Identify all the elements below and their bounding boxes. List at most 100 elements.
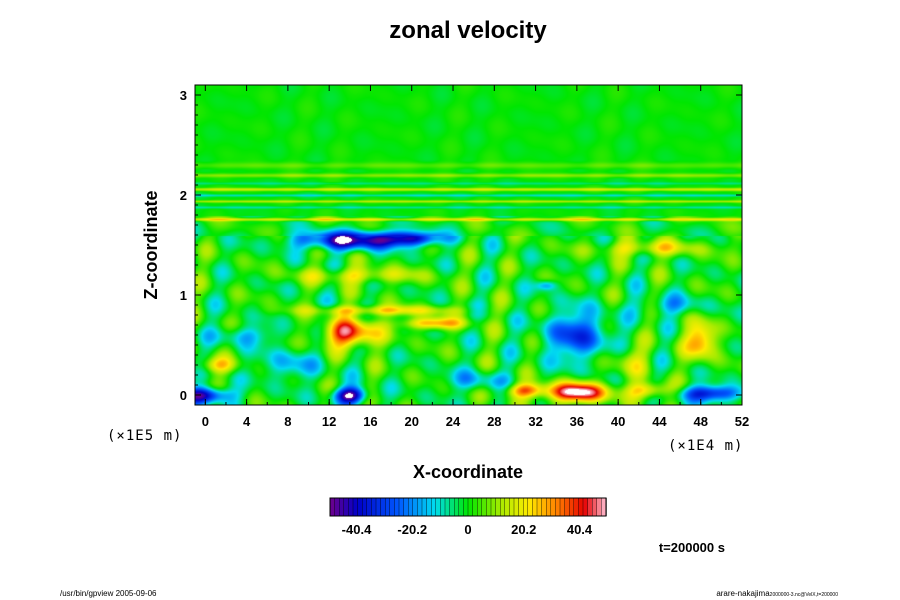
x-tick-label: 0 — [202, 414, 209, 429]
colorbar-cell — [343, 497, 350, 517]
colorbar-cell — [569, 497, 575, 517]
colorbar-cell — [592, 497, 598, 517]
colorbar-cell — [486, 497, 492, 517]
colorbar-cell — [463, 497, 469, 517]
y-tick-label: 2 — [180, 188, 187, 203]
colorbar-cell — [523, 497, 529, 517]
colorbar-cell — [366, 497, 373, 517]
y-axis-ticks: 0 1 2 3 — [180, 88, 742, 403]
colorbar-cell — [596, 497, 603, 517]
colorbar-cell — [339, 497, 345, 517]
y-axis-unit: (×1E5 m) — [107, 428, 182, 444]
heatmap-field — [195, 85, 742, 405]
chart-title: zonal velocity — [389, 17, 547, 44]
colorbar-cell — [518, 497, 524, 517]
colorbar-cell — [555, 497, 561, 517]
colorbar-cell — [500, 497, 506, 517]
colorbar-cell — [509, 497, 515, 517]
colorbar-cell — [329, 497, 336, 517]
colorbar-cell — [472, 497, 478, 517]
colorbar-cell — [348, 497, 354, 517]
colorbar-cell — [541, 497, 547, 517]
x-tick-label: 44 — [652, 414, 667, 429]
colorbar-cell — [431, 497, 437, 517]
x-tick-label: 8 — [284, 414, 291, 429]
colorbar-cell — [527, 497, 534, 517]
x-tick-label: 28 — [487, 414, 501, 429]
footer-right-sub: 2000000-3.nc@VelX,t=200000 — [770, 592, 839, 598]
colorbar-cell — [532, 497, 538, 517]
colorbar-cell — [435, 497, 442, 517]
colorbar-cell — [440, 497, 446, 517]
colorbar-cell — [578, 497, 584, 517]
colorbar-cell — [477, 497, 483, 517]
colorbar-cell — [559, 497, 566, 517]
colorbar-cell — [546, 497, 552, 517]
x-tick-label: 40 — [611, 414, 625, 429]
colorbar-cell — [573, 497, 580, 517]
colorbar-tick-label: -40.4 — [342, 522, 372, 537]
colorbar-cell — [408, 497, 414, 517]
colorbar-cell — [564, 497, 570, 517]
colorbar-cell — [449, 497, 455, 517]
colorbar-cell — [495, 497, 501, 517]
colorbar-tick-label: -20.2 — [397, 522, 427, 537]
colorbar-cell — [550, 497, 557, 517]
colorbar-cell — [389, 497, 396, 517]
colorbar-cell — [582, 497, 589, 517]
x-tick-label: 4 — [243, 414, 251, 429]
footer-left: /usr/bin/gpview 2005-09-06 — [60, 589, 157, 598]
colorbar-cell — [371, 497, 377, 517]
colorbar-cell — [421, 497, 428, 517]
x-tick-label: 24 — [446, 414, 461, 429]
time-label: t=200000 s — [659, 540, 725, 555]
colorbar: -40.4 -20.2 0 20.2 40.4 — [329, 497, 607, 537]
colorbar-cell — [481, 497, 488, 517]
y-tick-label: 3 — [180, 88, 187, 103]
colorbar-cell — [454, 497, 460, 517]
colorbar-cell — [357, 497, 363, 517]
colorbar-cell — [380, 497, 386, 517]
colorbar-ticks: -40.4 -20.2 0 20.2 40.4 — [342, 522, 593, 537]
colorbar-cell — [403, 497, 409, 517]
colorbar-cell — [417, 497, 423, 517]
colorbar-cell — [412, 497, 419, 517]
colorbar-cell — [490, 497, 497, 517]
x-axis-ticks: 0 4 8 12 16 20 24 28 32 36 40 44 48 52 — [202, 85, 749, 429]
colorbar-cell — [536, 497, 543, 517]
colorbar-cells — [329, 497, 607, 517]
colorbar-cell — [504, 497, 511, 517]
colorbar-cell — [467, 497, 474, 517]
x-axis-label: X-coordinate — [413, 462, 523, 482]
colorbar-cell — [385, 497, 391, 517]
x-tick-label: 16 — [363, 414, 377, 429]
y-tick-label: 1 — [180, 288, 187, 303]
colorbar-cell — [334, 497, 340, 517]
colorbar-frame — [329, 497, 607, 517]
colorbar-cell — [398, 497, 405, 517]
colorbar-cell — [394, 497, 400, 517]
x-tick-label: 36 — [570, 414, 584, 429]
colorbar-cell — [375, 497, 382, 517]
colorbar-tick-label: 40.4 — [567, 522, 593, 537]
x-tick-label: 20 — [405, 414, 419, 429]
colorbar-cell — [587, 497, 593, 517]
footer-right-main: arare-nakajima — [716, 589, 770, 598]
x-axis-unit: (×1E4 m) — [668, 438, 743, 454]
colorbar-cell — [352, 497, 359, 517]
plot-area — [194, 84, 743, 406]
colorbar-cell — [513, 497, 520, 517]
x-tick-label: 32 — [528, 414, 542, 429]
colorbar-tick-label: 0 — [464, 522, 471, 537]
x-tick-label: 48 — [693, 414, 707, 429]
y-axis-label: Z-coordinate — [141, 190, 161, 299]
colorbar-tick-label: 20.2 — [511, 522, 536, 537]
footer-right: arare-nakajima2000000-3.nc@VelX,t=200000 — [716, 589, 838, 598]
x-tick-label: 52 — [735, 414, 749, 429]
x-tick-label: 12 — [322, 414, 336, 429]
colorbar-cell — [426, 497, 432, 517]
colorbar-cell — [458, 497, 465, 517]
y-tick-label: 0 — [180, 388, 187, 403]
colorbar-cell — [444, 497, 451, 517]
